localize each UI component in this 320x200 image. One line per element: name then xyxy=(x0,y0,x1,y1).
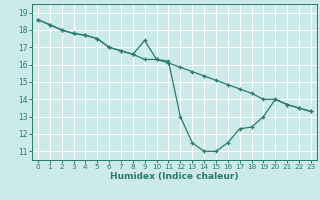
X-axis label: Humidex (Indice chaleur): Humidex (Indice chaleur) xyxy=(110,172,239,181)
